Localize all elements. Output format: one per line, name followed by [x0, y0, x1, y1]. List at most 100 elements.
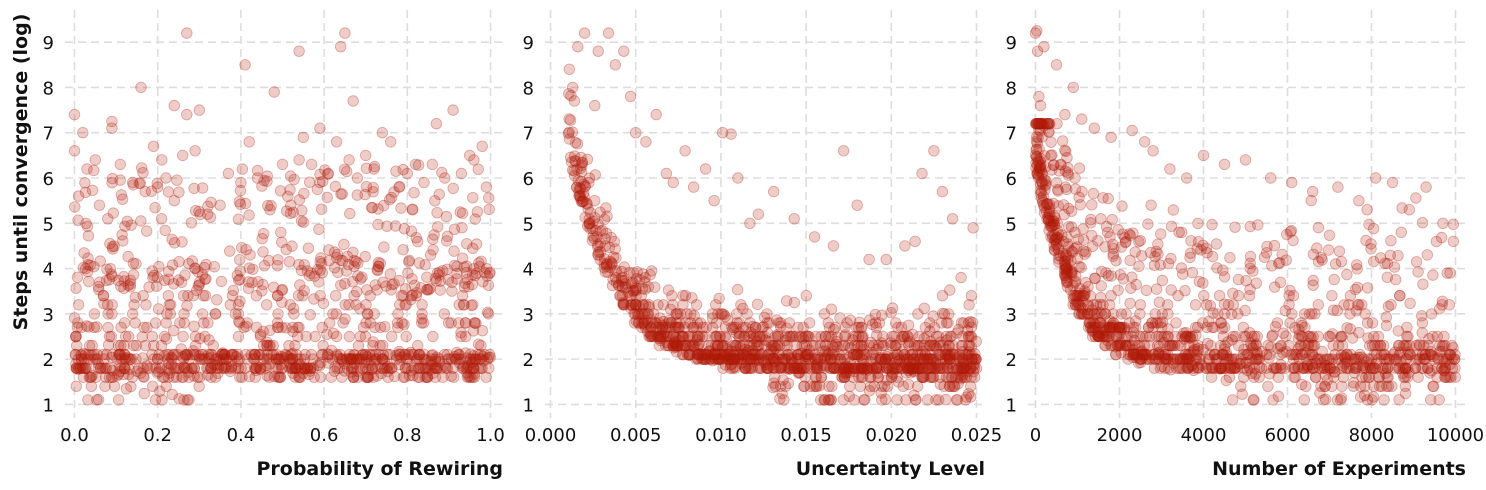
- scatter-point: [378, 199, 390, 212]
- scatter-point: [88, 348, 100, 361]
- scatter-point: [82, 259, 94, 271]
- scatter-point: [279, 348, 291, 361]
- scatter-point: [232, 362, 245, 374]
- scatter-point: [274, 185, 287, 197]
- scatter-point: [399, 283, 412, 295]
- scatter-point: [679, 317, 692, 329]
- scatter-point: [416, 308, 428, 320]
- scatter-point: [289, 362, 301, 374]
- scatter-point: [733, 348, 745, 361]
- scatter-point: [261, 369, 273, 382]
- scatter-point: [336, 188, 348, 200]
- scatter-point: [77, 126, 89, 139]
- scatter-point: [574, 182, 586, 194]
- scatter-point: [960, 391, 973, 403]
- scatter-point: [1189, 299, 1202, 311]
- scatter-point: [340, 353, 353, 365]
- scatter-point: [345, 353, 358, 365]
- scatter-point: [360, 371, 372, 383]
- scatter-point: [1067, 293, 1080, 305]
- scatter-point: [735, 299, 747, 311]
- scatter-point: [829, 321, 841, 334]
- scatter-point: [189, 262, 201, 274]
- scatter-point: [811, 353, 824, 365]
- scatter-point: [79, 177, 91, 189]
- scatter-point: [1307, 274, 1319, 287]
- scatter-point: [172, 348, 184, 361]
- scatter-point: [248, 353, 261, 365]
- scatter-point: [641, 317, 654, 329]
- scatter-point: [442, 317, 455, 329]
- scatter-point: [687, 181, 700, 193]
- scatter-point: [421, 354, 434, 367]
- scatter-point: [137, 290, 149, 302]
- scatter-point: [430, 362, 442, 374]
- scatter-point: [241, 353, 254, 365]
- scatter-point: [393, 181, 405, 193]
- scatter-point: [205, 351, 218, 364]
- scatter-point: [344, 207, 356, 220]
- scatter-point: [209, 308, 222, 320]
- scatter-point: [902, 330, 914, 343]
- y-tick-label: 8: [523, 78, 534, 99]
- scatter-point: [642, 308, 655, 320]
- scatter-point: [1202, 353, 1215, 365]
- scatter-point: [408, 348, 420, 361]
- scatter-point: [783, 317, 796, 329]
- scatter-point: [896, 330, 909, 343]
- scatter-point: [1075, 261, 1087, 274]
- scatter-point: [68, 312, 81, 324]
- scatter-point: [648, 330, 660, 343]
- scatter-point: [876, 380, 888, 393]
- scatter-point: [1222, 353, 1234, 365]
- scatter-point: [393, 348, 405, 360]
- scatter-point: [80, 348, 92, 361]
- scatter-point: [331, 348, 343, 361]
- scatter-point: [360, 317, 372, 329]
- scatter-point: [434, 275, 447, 287]
- scatter-point: [150, 362, 162, 374]
- scatter-point: [99, 380, 111, 393]
- scatter-point: [69, 201, 81, 213]
- y-tick-label: 6: [43, 169, 54, 190]
- scatter-point: [448, 371, 460, 383]
- scatter-point: [325, 371, 338, 383]
- scatter-point: [179, 350, 192, 362]
- scatter-point: [1075, 113, 1088, 125]
- scatter-point: [317, 297, 330, 310]
- scatter-point: [480, 181, 493, 193]
- scatter-point: [1226, 394, 1239, 406]
- scatter-point: [710, 299, 722, 311]
- scatter-point: [156, 394, 168, 406]
- scatter-point: [823, 347, 835, 360]
- scatter-point: [158, 371, 170, 383]
- scatter-point: [708, 194, 720, 207]
- scatter-point: [72, 353, 84, 366]
- scatter-point: [1298, 394, 1311, 406]
- scatter-point: [401, 167, 414, 180]
- scatter-point: [606, 258, 618, 270]
- scatter-point: [272, 371, 284, 383]
- scatter-point: [189, 145, 201, 157]
- scatter-point: [299, 363, 311, 376]
- scatter-point: [359, 250, 371, 263]
- scatter-point: [239, 197, 252, 210]
- scatter-point: [194, 208, 206, 221]
- scatter-point: [317, 339, 329, 352]
- scatter-point: [428, 229, 440, 241]
- scatter-point: [953, 348, 966, 361]
- scatter-point: [1410, 192, 1422, 204]
- scatter-point: [88, 164, 100, 177]
- scatter-point: [456, 252, 469, 264]
- scatter-point: [123, 354, 136, 366]
- scatter-point: [211, 362, 223, 374]
- scatter-point: [212, 362, 225, 374]
- scatter-point: [178, 361, 190, 373]
- scatter-point: [1403, 203, 1416, 216]
- scatter-point: [634, 273, 646, 286]
- scatter-point: [670, 339, 683, 352]
- scatter-point: [592, 246, 605, 258]
- scatter-point: [917, 345, 929, 358]
- panel-uncertainty-level: Uncertainty Level 0.000 0.005 0.010 0.015 0.…: [523, 10, 1002, 480]
- scatter-point: [209, 353, 221, 365]
